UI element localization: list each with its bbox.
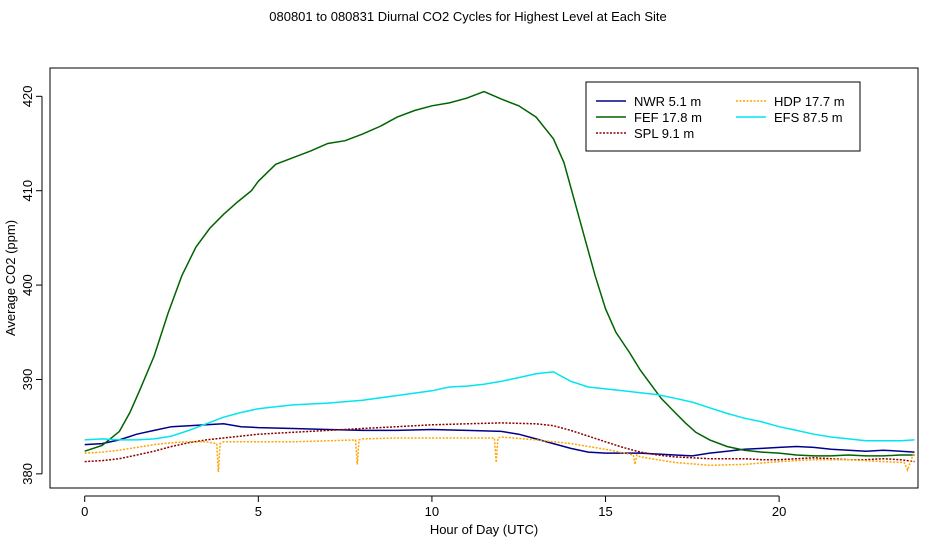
legend-label-2: SPL 9.1 m: [634, 126, 694, 141]
legend-label-3: HDP 17.7 m: [774, 94, 845, 109]
y-tick-label-2: 400: [20, 274, 35, 296]
legend-box: [585, 81, 861, 152]
x-tick-label-3: 15: [598, 504, 612, 519]
y-tick-label-0: 380: [20, 463, 35, 485]
series-line-4: [84, 371, 915, 442]
x-tick-label-4: 20: [772, 504, 786, 519]
legend-label-4: EFS 87.5 m: [774, 110, 843, 125]
legend-label-1: FEF 17.8 m: [634, 110, 702, 125]
series-line-3: [84, 436, 916, 473]
legend-label-0: NWR 5.1 m: [634, 94, 701, 109]
y-tick-label-3: 410: [20, 180, 35, 202]
plot-frame: [49, 67, 919, 489]
x-axis: 0 5 10 15 20: [81, 495, 786, 519]
x-axis-label: Hour of Day (UTC): [430, 522, 538, 537]
series-line-1: [84, 90, 915, 457]
series-line-2: [84, 422, 915, 463]
chart-title: 080801 to 080831 Diurnal CO2 Cycles for …: [269, 9, 666, 24]
x-tick-label-1: 5: [255, 504, 262, 519]
y-tick-label-1: 390: [20, 369, 35, 391]
y-axis-label: Average CO2 (ppm): [3, 220, 18, 336]
y-axis: 380 390 400 410 420: [20, 85, 43, 485]
x-tick-label-0: 0: [81, 504, 88, 519]
x-tick-label-2: 10: [425, 504, 439, 519]
y-tick-label-4: 420: [20, 85, 35, 107]
series-lines: [84, 90, 916, 473]
